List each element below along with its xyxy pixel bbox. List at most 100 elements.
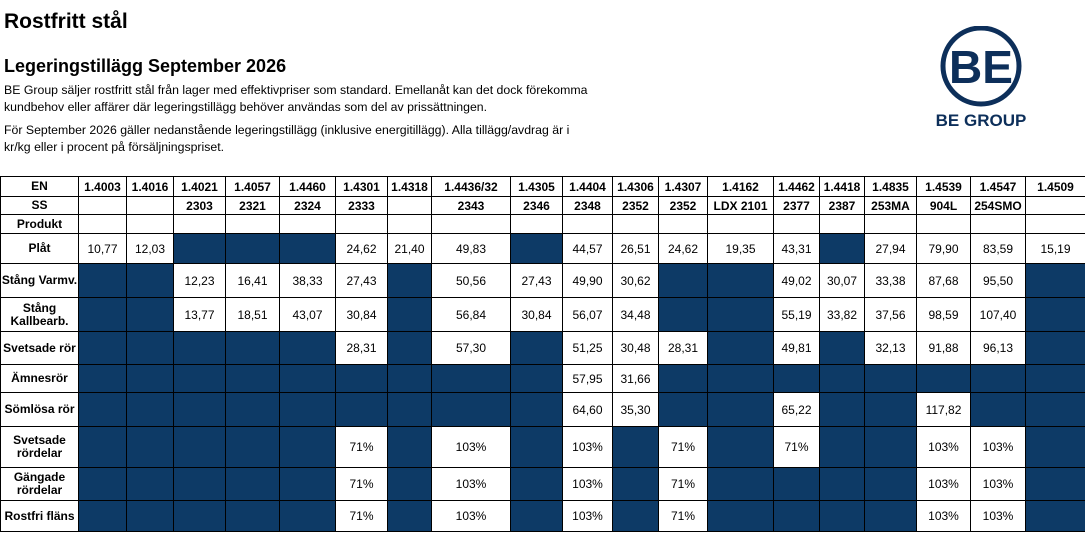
empty-cell	[1025, 214, 1085, 234]
not-available-cell	[612, 467, 659, 501]
surcharge-value-cell: 56,07	[562, 297, 613, 332]
surcharge-value-cell: 87,68	[916, 263, 971, 298]
surcharge-value-cell: 71%	[658, 500, 708, 532]
ss-grade-cell: 2352	[658, 196, 708, 215]
not-available-cell	[173, 500, 226, 532]
not-available-cell	[279, 364, 336, 393]
en-grade-cell: 1.4021	[173, 176, 226, 197]
not-available-cell	[173, 467, 226, 501]
not-available-cell	[1025, 392, 1085, 427]
table-row: Plåt 10,77 12,03 24,62 21,40 49,83 44,57 26,51 2…	[0, 233, 1085, 264]
empty-cell	[78, 214, 127, 234]
not-available-cell	[510, 233, 563, 264]
en-grade-cell: 1.4460	[279, 176, 336, 197]
not-available-cell	[387, 467, 432, 501]
not-available-cell	[658, 297, 708, 332]
not-available-cell	[510, 467, 563, 501]
empty-cell	[335, 214, 388, 234]
not-available-cell	[335, 392, 388, 427]
not-available-cell	[864, 364, 917, 393]
not-available-cell	[225, 467, 280, 501]
empty-cell	[431, 214, 511, 234]
en-grade-cell: 1.4162	[707, 176, 774, 197]
empty-cell	[970, 214, 1026, 234]
not-available-cell	[658, 392, 708, 427]
surcharge-value-cell: 27,94	[864, 233, 917, 264]
not-available-cell	[78, 467, 127, 501]
ss-grade-cell: 2348	[562, 196, 613, 215]
table-row: Svetsade rör 28,31 57,30 51,25 30,48 28,31 49,…	[0, 331, 1085, 365]
surcharge-value-cell: 12,23	[173, 263, 226, 298]
empty-cell	[658, 214, 708, 234]
surcharge-value-cell: 71%	[335, 467, 388, 501]
not-available-cell	[864, 467, 917, 501]
not-available-cell	[707, 331, 774, 365]
product-label: Plåt	[0, 233, 79, 264]
surcharge-value-cell: 28,31	[658, 331, 708, 365]
not-available-cell	[387, 392, 432, 427]
en-header-label: EN	[0, 176, 79, 197]
not-available-cell	[279, 467, 336, 501]
ss-grade-cell: 254SMO	[970, 196, 1026, 215]
not-available-cell	[819, 331, 865, 365]
not-available-cell	[173, 426, 226, 468]
surcharge-value-cell: 71%	[335, 426, 388, 468]
not-available-cell	[387, 426, 432, 468]
product-label: Gängade rördelar	[0, 467, 79, 501]
ss-grade-cell: 2324	[279, 196, 336, 215]
not-available-cell	[78, 263, 127, 298]
not-available-cell	[225, 500, 280, 532]
ss-grade-cell: LDX 2101	[707, 196, 774, 215]
ss-grade-cell	[126, 196, 174, 215]
not-available-cell	[126, 364, 174, 393]
surcharge-value-cell: 79,90	[916, 233, 971, 264]
surcharge-value-cell: 12,03	[126, 233, 174, 264]
not-available-cell	[773, 364, 820, 393]
surcharge-value-cell: 71%	[658, 467, 708, 501]
en-grade-cell: 1.4057	[225, 176, 280, 197]
not-available-cell	[1025, 263, 1085, 298]
be-group-logo: BE	[940, 26, 1022, 107]
not-available-cell	[225, 233, 280, 264]
not-available-cell	[707, 467, 774, 501]
surcharge-value-cell: 103%	[916, 467, 971, 501]
surcharge-value-cell: 37,56	[864, 297, 917, 332]
not-available-cell	[431, 392, 511, 427]
surcharge-value-cell: 27,43	[510, 263, 563, 298]
table-row: Produkt	[0, 214, 1085, 234]
surcharge-value-cell: 103%	[970, 500, 1026, 532]
surcharge-value-cell: 27,43	[335, 263, 388, 298]
surcharge-value-cell: 57,30	[431, 331, 511, 365]
not-available-cell	[78, 500, 127, 532]
not-available-cell	[658, 263, 708, 298]
en-grade-cell: 1.4306	[612, 176, 659, 197]
ss-grade-cell: 904L	[916, 196, 971, 215]
ss-grade-cell: 2343	[431, 196, 511, 215]
not-available-cell	[707, 500, 774, 532]
table-row: EN 1.4003 1.4016 1.4021 1.4057 1.4460 1.4301 1.…	[0, 176, 1085, 197]
empty-cell	[773, 214, 820, 234]
surcharge-value-cell: 64,60	[562, 392, 613, 427]
surcharge-value-cell: 44,57	[562, 233, 613, 264]
not-available-cell	[225, 426, 280, 468]
surcharge-value-cell: 13,77	[173, 297, 226, 332]
ss-grade-cell: 2303	[173, 196, 226, 215]
surcharge-value-cell: 15,19	[1025, 233, 1085, 264]
not-available-cell	[658, 364, 708, 393]
logo-mark-text: BE	[949, 41, 1013, 93]
not-available-cell	[510, 331, 563, 365]
ss-grade-cell: 2346	[510, 196, 563, 215]
not-available-cell	[707, 426, 774, 468]
not-available-cell	[916, 364, 971, 393]
surcharge-value-cell: 51,25	[562, 331, 613, 365]
surcharge-value-cell: 55,19	[773, 297, 820, 332]
not-available-cell	[864, 392, 917, 427]
en-grade-cell: 1.4418	[819, 176, 865, 197]
surcharge-value-cell: 117,82	[916, 392, 971, 427]
not-available-cell	[126, 392, 174, 427]
ss-grade-cell	[78, 196, 127, 215]
empty-cell	[387, 214, 432, 234]
surcharge-value-cell: 38,33	[279, 263, 336, 298]
not-available-cell	[1025, 426, 1085, 468]
logo-wordmark: BE GROUP	[935, 111, 1027, 130]
